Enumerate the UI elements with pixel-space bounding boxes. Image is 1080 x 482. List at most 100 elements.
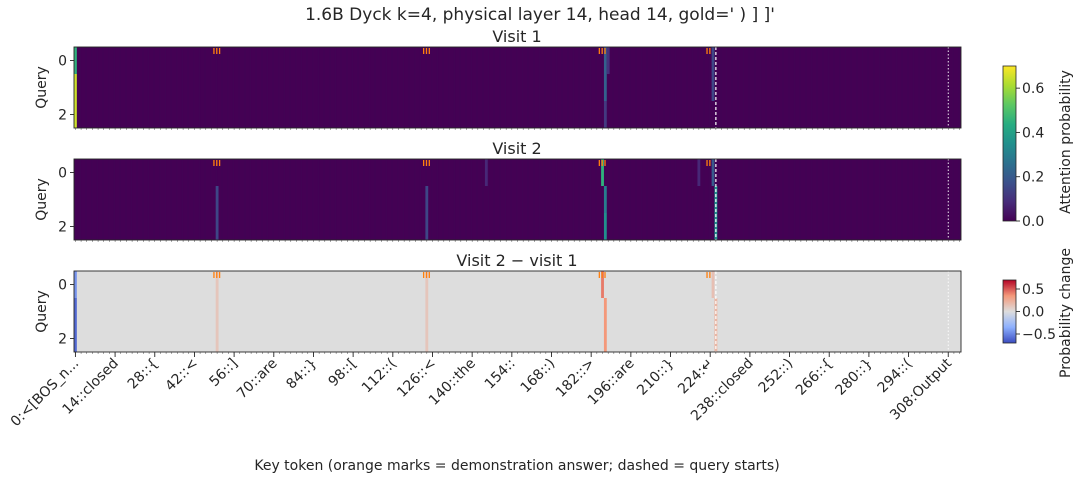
heatmap-grain	[839, 159, 841, 240]
heatmap-grain	[595, 47, 597, 128]
demo-answer-mark	[598, 160, 600, 166]
heatmap-grain	[946, 47, 949, 128]
heatmap-grain	[527, 159, 529, 240]
x-tick-label: 84::}	[283, 356, 320, 393]
heatmap-grain	[601, 159, 603, 240]
heatmap-grain	[646, 159, 648, 240]
heatmap-grain	[453, 47, 456, 128]
heatmap-grain	[357, 159, 359, 240]
y-tick-label: 2	[58, 108, 67, 124]
heatmap-grain	[210, 47, 212, 128]
heatmap-grain	[686, 47, 688, 128]
heatmap-grain	[799, 159, 801, 240]
colorbar-tick-label: 0.2	[1022, 170, 1044, 186]
heatmap-grain	[652, 47, 654, 128]
demo-answer-mark	[216, 272, 218, 278]
heatmap-grain	[187, 159, 189, 240]
heatmap-grain	[408, 159, 410, 240]
heatmap-grain	[414, 47, 416, 128]
heatmap-grain	[187, 47, 189, 128]
heatmap-grain	[164, 159, 167, 240]
heatmap-grain	[74, 159, 76, 240]
demo-answer-mark	[216, 48, 218, 54]
panel-1: 0 2 Query	[34, 46, 962, 130]
heatmap-grain	[159, 159, 161, 240]
heatmap-grain	[555, 159, 558, 240]
heatmap-grain	[544, 47, 546, 128]
colorbar-tick-label: 0.0	[1022, 305, 1044, 321]
heatmap-grain	[907, 159, 909, 240]
heatmap-grain	[249, 47, 252, 128]
heatmap-grain	[663, 47, 665, 128]
heatmap-grain	[397, 47, 399, 128]
heatmap-grain	[810, 159, 813, 240]
heatmap-grain	[742, 47, 745, 128]
demo-answer-mark	[218, 48, 221, 54]
demo-answer-mark	[422, 160, 425, 166]
heatmap-grain	[329, 159, 331, 240]
heatmap-grain	[119, 159, 121, 240]
heatmap-grain	[669, 159, 671, 240]
y-tick-label: 0	[58, 278, 67, 294]
y-tick-label: 0	[58, 54, 67, 70]
heatmap-grain	[697, 159, 699, 240]
heatmap-grain	[618, 159, 620, 240]
heatmap-grain	[79, 47, 82, 128]
heatmap-grain	[312, 159, 314, 240]
heatmap-grain	[295, 47, 297, 128]
heatmap-grain	[657, 47, 660, 128]
heatmap-grain	[221, 159, 223, 240]
heatmap-grain	[850, 159, 852, 240]
heatmap-grain	[96, 47, 99, 128]
heatmap-grain	[924, 47, 926, 128]
heatmap-grain	[215, 47, 218, 128]
demo-answer-mark	[422, 48, 425, 54]
heatmap-grain	[805, 159, 807, 240]
heatmap-grain	[822, 47, 824, 128]
heatmap-grain	[958, 159, 960, 240]
x-tick-label: 28::{	[125, 356, 162, 393]
heatmap-grain	[691, 47, 694, 128]
heatmap-grain	[306, 159, 308, 240]
demo-answer-mark	[422, 272, 425, 278]
heatmap-grain	[436, 47, 439, 128]
heatmap-grain	[765, 47, 767, 128]
heatmap-grain	[867, 159, 869, 240]
colorbar-tick-label: 0.6	[1022, 81, 1044, 97]
heatmap-grain	[782, 47, 784, 128]
heatmap-grain	[283, 47, 286, 128]
heatmap-grain	[754, 159, 756, 240]
heatmap-grain	[476, 159, 478, 240]
heatmap-grain	[436, 159, 439, 240]
heatmap-grain	[822, 159, 824, 240]
heatmap-grain	[725, 47, 728, 128]
heatmap-cell	[711, 159, 715, 186]
panel-background	[74, 271, 961, 352]
x-tick-label: 280::}	[833, 356, 876, 399]
heatmap-grain	[323, 159, 325, 240]
heatmap-grain	[453, 159, 456, 240]
heatmap-grain	[788, 159, 790, 240]
heatmap-grain	[363, 47, 365, 128]
heatmap-grain	[737, 159, 739, 240]
heatmap-grain	[142, 159, 144, 240]
demo-answer-mark	[425, 272, 428, 278]
heatmap-grain	[181, 47, 184, 128]
heatmap-grain	[765, 159, 767, 240]
heatmap-grain	[125, 47, 127, 128]
heatmap-grain	[193, 47, 195, 128]
heatmap-grain	[839, 47, 841, 128]
heatmap-grain	[578, 159, 580, 240]
heatmap-grain	[176, 159, 178, 240]
heatmap-grain	[391, 159, 393, 240]
heatmap-grain	[612, 47, 614, 128]
heatmap-grain	[374, 47, 376, 128]
heatmap-grain	[589, 159, 592, 240]
heatmap-grain	[510, 47, 512, 128]
heatmap-cell	[74, 298, 77, 325]
demo-answer-mark	[604, 48, 606, 54]
heatmap-grain	[278, 159, 280, 240]
heatmap-grain	[742, 159, 745, 240]
heatmap-cell	[601, 271, 604, 298]
